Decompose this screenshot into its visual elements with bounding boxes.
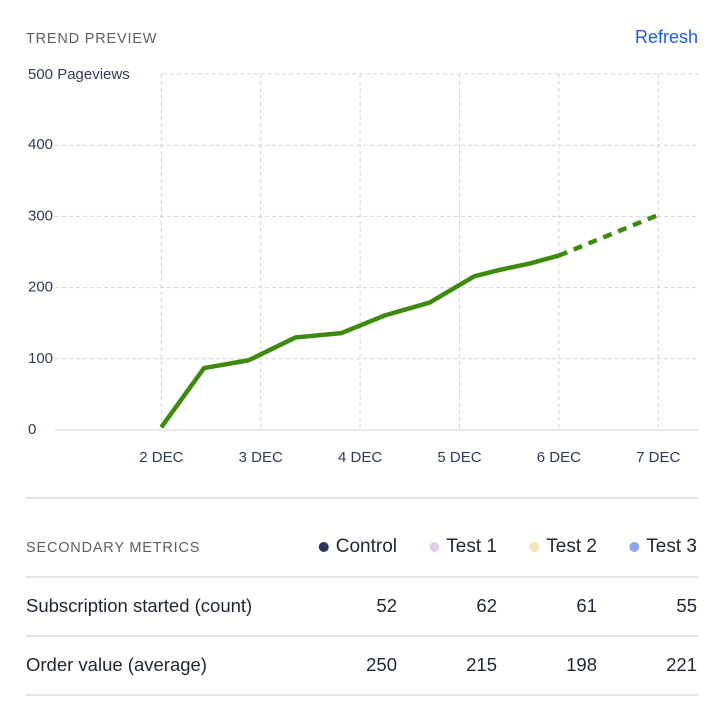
y-tick-label: 500 Pageviews — [28, 66, 130, 83]
legend-label: Test 3 — [646, 536, 697, 557]
refresh-button[interactable]: Refresh — [635, 27, 698, 47]
cell-value: 52 — [376, 595, 397, 616]
cell-value: 215 — [466, 654, 497, 675]
y-tick-label: 200 — [28, 279, 53, 296]
y-tick-label: 0 — [28, 421, 36, 438]
table-title: SECONDARY METRICS — [26, 540, 200, 556]
x-tick-label: 3 DEC — [239, 449, 283, 466]
y-tick-label: 300 — [28, 207, 53, 224]
x-tick-label: 7 DEC — [636, 449, 680, 466]
cell-value: 55 — [676, 595, 697, 616]
legend-label: Control — [336, 536, 397, 557]
cell-value: 198 — [566, 654, 597, 675]
trend-line — [159, 253, 560, 429]
cell-value: 61 — [576, 595, 597, 616]
trend-line — [558, 212, 660, 258]
x-tick-label: 6 DEC — [537, 449, 581, 466]
legend-dot — [629, 542, 640, 552]
legend-dot — [529, 542, 540, 552]
cell-value: 221 — [666, 654, 697, 675]
legend-label: Test 1 — [446, 536, 497, 557]
widget-title: TREND PREVIEW — [26, 31, 157, 47]
row-label: Subscription started (count) — [26, 595, 252, 616]
legend-dot — [318, 542, 329, 552]
cell-value: 62 — [476, 595, 497, 616]
x-tick-label: 4 DEC — [338, 449, 382, 466]
y-tick-label: 100 — [28, 350, 53, 367]
x-tick-label: 2 DEC — [139, 449, 183, 466]
row-label: Order value (average) — [26, 654, 207, 675]
cell-value: 250 — [366, 654, 397, 675]
y-tick-label: 400 — [28, 136, 53, 153]
legend-dot — [429, 542, 440, 552]
x-tick-label: 5 DEC — [437, 449, 481, 466]
legend-label: Test 2 — [546, 536, 597, 557]
